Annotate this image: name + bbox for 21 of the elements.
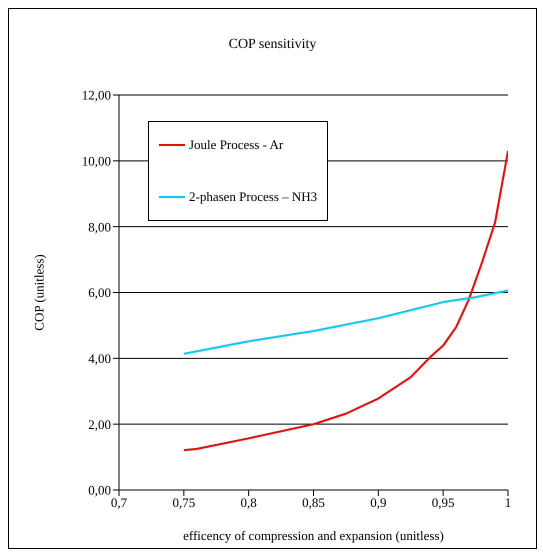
x-tick-label: 0,85 bbox=[302, 495, 325, 510]
y-tick-label: 0,00 bbox=[88, 482, 111, 498]
y-tick-label: 4,00 bbox=[88, 350, 111, 366]
y-tick-label: 12,00 bbox=[82, 88, 111, 103]
x-axis-title: efficency of compression and expansion (unitless) bbox=[183, 528, 444, 543]
y-tick-label: 6,00 bbox=[88, 285, 111, 300]
line-series bbox=[182, 150, 508, 452]
y-tick-label: 8,00 bbox=[88, 219, 111, 234]
chart-title: COP sensitivity bbox=[228, 37, 318, 53]
line-series bbox=[182, 290, 508, 355]
legend-label: Joule Process - Ar bbox=[189, 137, 284, 153]
x-tick-label: 0,9 bbox=[370, 495, 386, 510]
x-tick-label: 0,75 bbox=[172, 495, 196, 510]
x-tick-label: 0,95 bbox=[432, 495, 455, 510]
x-tick-label: 1 bbox=[504, 495, 512, 510]
x-tick-label: 0,7 bbox=[110, 495, 128, 510]
x-tick-label: 0,8 bbox=[240, 495, 257, 510]
y-tick-label: 10,00 bbox=[82, 153, 111, 168]
legend-label: 2-phasen Process – NH3 bbox=[189, 189, 318, 205]
y-axis-title: COP (unitless) bbox=[32, 254, 47, 331]
y-tick-label: 2,00 bbox=[88, 416, 111, 432]
